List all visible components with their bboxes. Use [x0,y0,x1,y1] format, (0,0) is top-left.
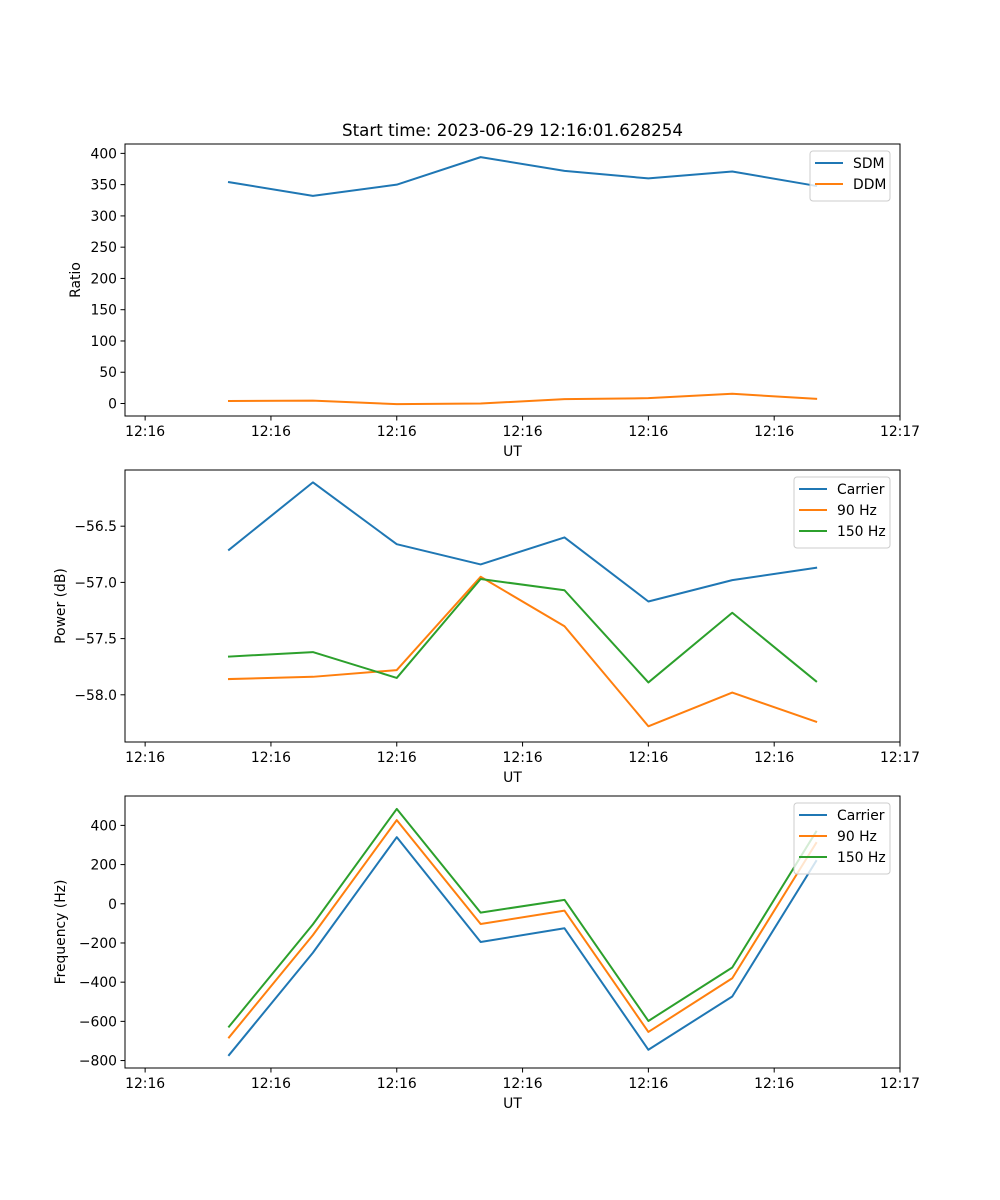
y-tick-label: 100 [90,334,117,350]
x-tick-label: 12:16 [125,750,165,766]
y-tick-label: −58.0 [74,688,117,704]
ratio-panel: 12:16 12:16 12:16 12:16 12:16 12:16 12:17 0 50 10… [68,143,920,460]
y-tick-label: 350 [90,178,117,194]
legend-label: Carrier [837,482,885,498]
plot-area [125,796,900,1068]
frequency-panel: 12:16 12:16 12:16 12:16 12:16 12:16 12:17 −800 −… [53,795,920,1112]
x-axis-label: UT [503,1096,522,1112]
y-axis-label: Frequency (Hz) [53,880,69,985]
plot-area [125,470,900,742]
series-line-sdm [227,156,818,197]
series-line-ddm [227,392,818,406]
y-tick-label: 200 [90,858,117,874]
legend-label: 90 Hz [837,829,877,845]
x-axis-label: UT [503,444,522,460]
legend-label: DDM [853,177,886,193]
x-tick-label: 12:17 [880,1076,920,1092]
legend: SDM DDM [809,150,891,202]
plot-area [125,144,900,416]
y-tick-label: −600 [79,1014,117,1030]
y-tick-label: −57.5 [74,632,117,648]
x-tick-label: 12:16 [377,1076,417,1092]
x-tick-label: 12:16 [503,1076,543,1092]
legend-label: SDM [853,156,885,172]
x-tick-label: 12:17 [880,750,920,766]
x-tick-label: 12:16 [503,424,543,440]
x-tick-label: 12:16 [628,1076,668,1092]
y-tick-label: 50 [99,365,117,381]
legend-label: Carrier [837,808,885,824]
y-tick-label: 150 [90,303,117,319]
y-tick-label: −200 [79,936,117,952]
x-axis-label: UT [503,770,522,786]
y-tick-label: 400 [90,818,117,834]
y-tick-label: 400 [90,146,117,162]
legend: Carrier 90 Hz 150 Hz [793,476,891,549]
y-axis-label: Power (dB) [53,568,69,644]
axes-frame [124,143,901,417]
x-tick-label: 12:16 [503,750,543,766]
x-tick-label: 12:16 [377,424,417,440]
y-tick-label: 200 [90,271,117,287]
x-tick-label: 12:17 [880,424,920,440]
x-tick-label: 12:16 [125,424,165,440]
x-tick-label: 12:16 [251,750,291,766]
x-tick-label: 12:16 [628,424,668,440]
y-tick-label: 250 [90,240,117,256]
x-tick-label: 12:16 [754,1076,794,1092]
axes-frame [124,795,901,1069]
x-tick-label: 12:16 [125,1076,165,1092]
y-tick-label: −57.0 [74,575,117,591]
x-tick-label: 12:16 [251,1076,291,1092]
legend: Carrier 90 Hz 150 Hz [793,802,891,875]
series-line-carrier [227,836,818,1057]
figure-title: Start time: 2023-06-29 12:16:01.628254 [342,120,683,140]
legend-label: 90 Hz [837,503,877,519]
x-tick-label: 12:16 [377,750,417,766]
y-tick-label: 300 [90,209,117,225]
y-tick-label: 0 [108,396,117,412]
power-panel: 12:16 12:16 12:16 12:16 12:16 12:16 12:17 −58.0… [53,469,920,786]
y-axis-label: Ratio [68,262,84,298]
y-tick-label: −800 [79,1054,117,1070]
y-tick-label: 0 [108,897,117,913]
x-tick-label: 12:16 [754,750,794,766]
x-tick-label: 12:16 [628,750,668,766]
subplot-panels: 12:16 12:16 12:16 12:16 12:16 12:16 12:17 0 50 10… [53,143,920,1112]
series-line-150-hz [227,578,818,684]
x-tick-label: 12:16 [251,424,291,440]
legend-label: 150 Hz [837,524,886,540]
series-line-carrier [227,481,818,603]
axes-frame [124,469,901,743]
series-line-90-hz [227,575,818,728]
series-line-90-hz [227,819,818,1039]
series-line-150-hz [227,807,818,1029]
y-tick-label: −56.5 [74,519,117,535]
x-tick-label: 12:16 [754,424,794,440]
y-tick-label: −400 [79,975,117,991]
legend-label: 150 Hz [837,850,886,866]
